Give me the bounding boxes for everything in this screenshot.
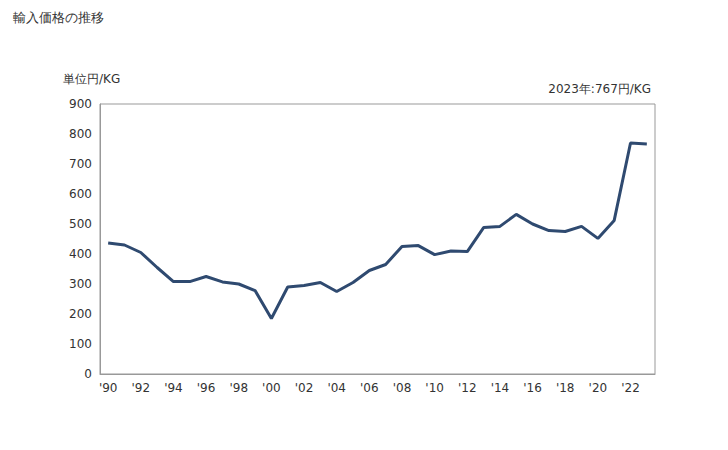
svg-text:'10: '10 bbox=[425, 381, 444, 395]
svg-text:'96: '96 bbox=[197, 381, 216, 395]
svg-text:'92: '92 bbox=[132, 381, 151, 395]
svg-text:'02: '02 bbox=[295, 381, 314, 395]
svg-text:900: 900 bbox=[69, 97, 92, 111]
svg-text:単位円/KG: 単位円/KG bbox=[63, 72, 120, 86]
svg-text:500: 500 bbox=[69, 217, 92, 231]
svg-text:200: 200 bbox=[69, 307, 92, 321]
svg-text:'00: '00 bbox=[262, 381, 281, 395]
svg-text:'14: '14 bbox=[491, 381, 510, 395]
svg-text:0: 0 bbox=[84, 367, 92, 381]
svg-text:400: 400 bbox=[69, 247, 92, 261]
svg-text:'04: '04 bbox=[327, 381, 346, 395]
svg-text:800: 800 bbox=[69, 127, 92, 141]
svg-text:'16: '16 bbox=[523, 381, 542, 395]
svg-text:輸入価格の推移: 輸入価格の推移 bbox=[13, 10, 104, 25]
svg-text:'20: '20 bbox=[589, 381, 608, 395]
svg-text:600: 600 bbox=[69, 187, 92, 201]
svg-text:'18: '18 bbox=[556, 381, 575, 395]
svg-text:300: 300 bbox=[69, 277, 92, 291]
svg-text:2023年:767円/KG: 2023年:767円/KG bbox=[548, 82, 651, 96]
svg-text:'08: '08 bbox=[393, 381, 412, 395]
svg-text:'94: '94 bbox=[164, 381, 183, 395]
svg-text:'98: '98 bbox=[229, 381, 248, 395]
svg-text:'06: '06 bbox=[360, 381, 379, 395]
svg-text:700: 700 bbox=[69, 157, 92, 171]
svg-text:'12: '12 bbox=[458, 381, 477, 395]
svg-text:100: 100 bbox=[69, 337, 92, 351]
svg-text:'22: '22 bbox=[621, 381, 640, 395]
svg-text:'90: '90 bbox=[99, 381, 118, 395]
